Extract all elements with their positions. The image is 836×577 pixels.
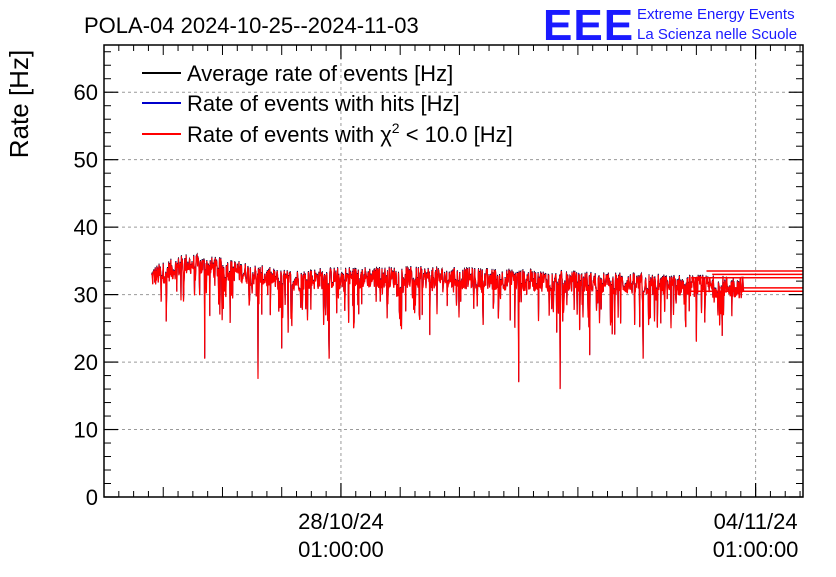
data-layer [151, 252, 803, 390]
legend-label-hits: Rate of events with hits [Hz] [187, 91, 460, 116]
y-tick-label: 10 [74, 418, 98, 443]
y-tick-label: 30 [74, 283, 98, 308]
y-tick-label: 0 [86, 485, 98, 510]
chart-title: POLA-04 2024-10-25--2024-11-03 [84, 13, 419, 38]
y-tick-label: 40 [74, 215, 98, 240]
y-tick-label: 20 [74, 350, 98, 375]
legend: Average rate of events [Hz] Rate of even… [142, 61, 513, 147]
logo-line-1: Extreme Energy Events [637, 6, 795, 23]
plot-frame [103, 44, 804, 498]
x-tick-label-date: 04/11/24 [714, 509, 798, 534]
series-line-chi2 [151, 252, 745, 390]
axes-layer: 0 10 20 30 40 50 60 28/10/24 01:00:00 04/11/24 01:… [74, 45, 803, 562]
y-tick-label: 50 [74, 148, 98, 173]
legend-label-chi2: Rate of events with χ2 < 10.0 [Hz] [187, 120, 513, 147]
x-tick-label-time: 01:00:00 [713, 537, 799, 562]
x-tick-label-date: 28/10/24 [298, 509, 384, 534]
y-tick-label: 60 [74, 80, 98, 105]
eee-logo: EEE [543, 1, 634, 50]
y-axis-label: Rate [Hz] [4, 50, 34, 158]
legend-label-average: Average rate of events [Hz] [187, 61, 453, 86]
x-tick-label-time: 01:00:00 [298, 537, 384, 562]
series-line-hits [151, 253, 745, 389]
logo-line-2: La Scienza nelle Scuole [637, 26, 797, 43]
